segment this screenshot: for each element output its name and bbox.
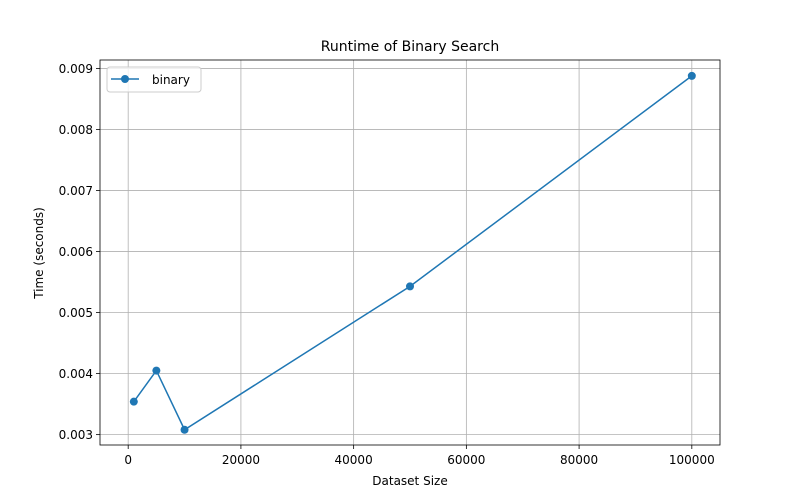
y-tick-label: 0.004 xyxy=(59,367,93,381)
data-point xyxy=(152,366,161,375)
chart-title: Runtime of Binary Search xyxy=(321,39,499,55)
data-point xyxy=(129,397,138,406)
y-tick-label: 0.006 xyxy=(59,245,93,259)
y-tick-label: 0.009 xyxy=(59,62,93,76)
x-tick-label: 80000 xyxy=(560,453,598,467)
legend: binary xyxy=(106,66,202,93)
data-point xyxy=(687,71,696,80)
y-tick-label: 0.007 xyxy=(59,184,93,198)
y-tick-label: 0.008 xyxy=(59,123,93,137)
x-tick-label: 40000 xyxy=(335,453,373,467)
legend-label-binary: binary xyxy=(152,73,190,87)
x-tick-label: 0 xyxy=(124,453,132,467)
legend-marker-binary xyxy=(121,75,129,83)
y-axis: 0.003 0.004 0.005 0.006 0.007 0.008 0.009 xyxy=(59,62,100,442)
series-layer xyxy=(129,71,696,434)
data-point xyxy=(406,282,414,291)
x-tick-label: 60000 xyxy=(447,453,485,467)
data-point xyxy=(180,425,189,434)
x-tick-label: 100000 xyxy=(669,453,715,467)
x-axis-label: Dataset Size xyxy=(372,474,447,488)
x-axis: 0 20000 40000 60000 80000 100000 xyxy=(124,445,715,467)
grid xyxy=(100,60,720,445)
y-tick-label: 0.005 xyxy=(59,306,93,320)
legend-box xyxy=(106,66,202,93)
plot-area xyxy=(99,59,721,446)
y-axis-label: Time (seconds) xyxy=(32,207,46,300)
y-tick-label: 0.003 xyxy=(59,428,93,442)
x-tick-label: 20000 xyxy=(222,453,260,467)
